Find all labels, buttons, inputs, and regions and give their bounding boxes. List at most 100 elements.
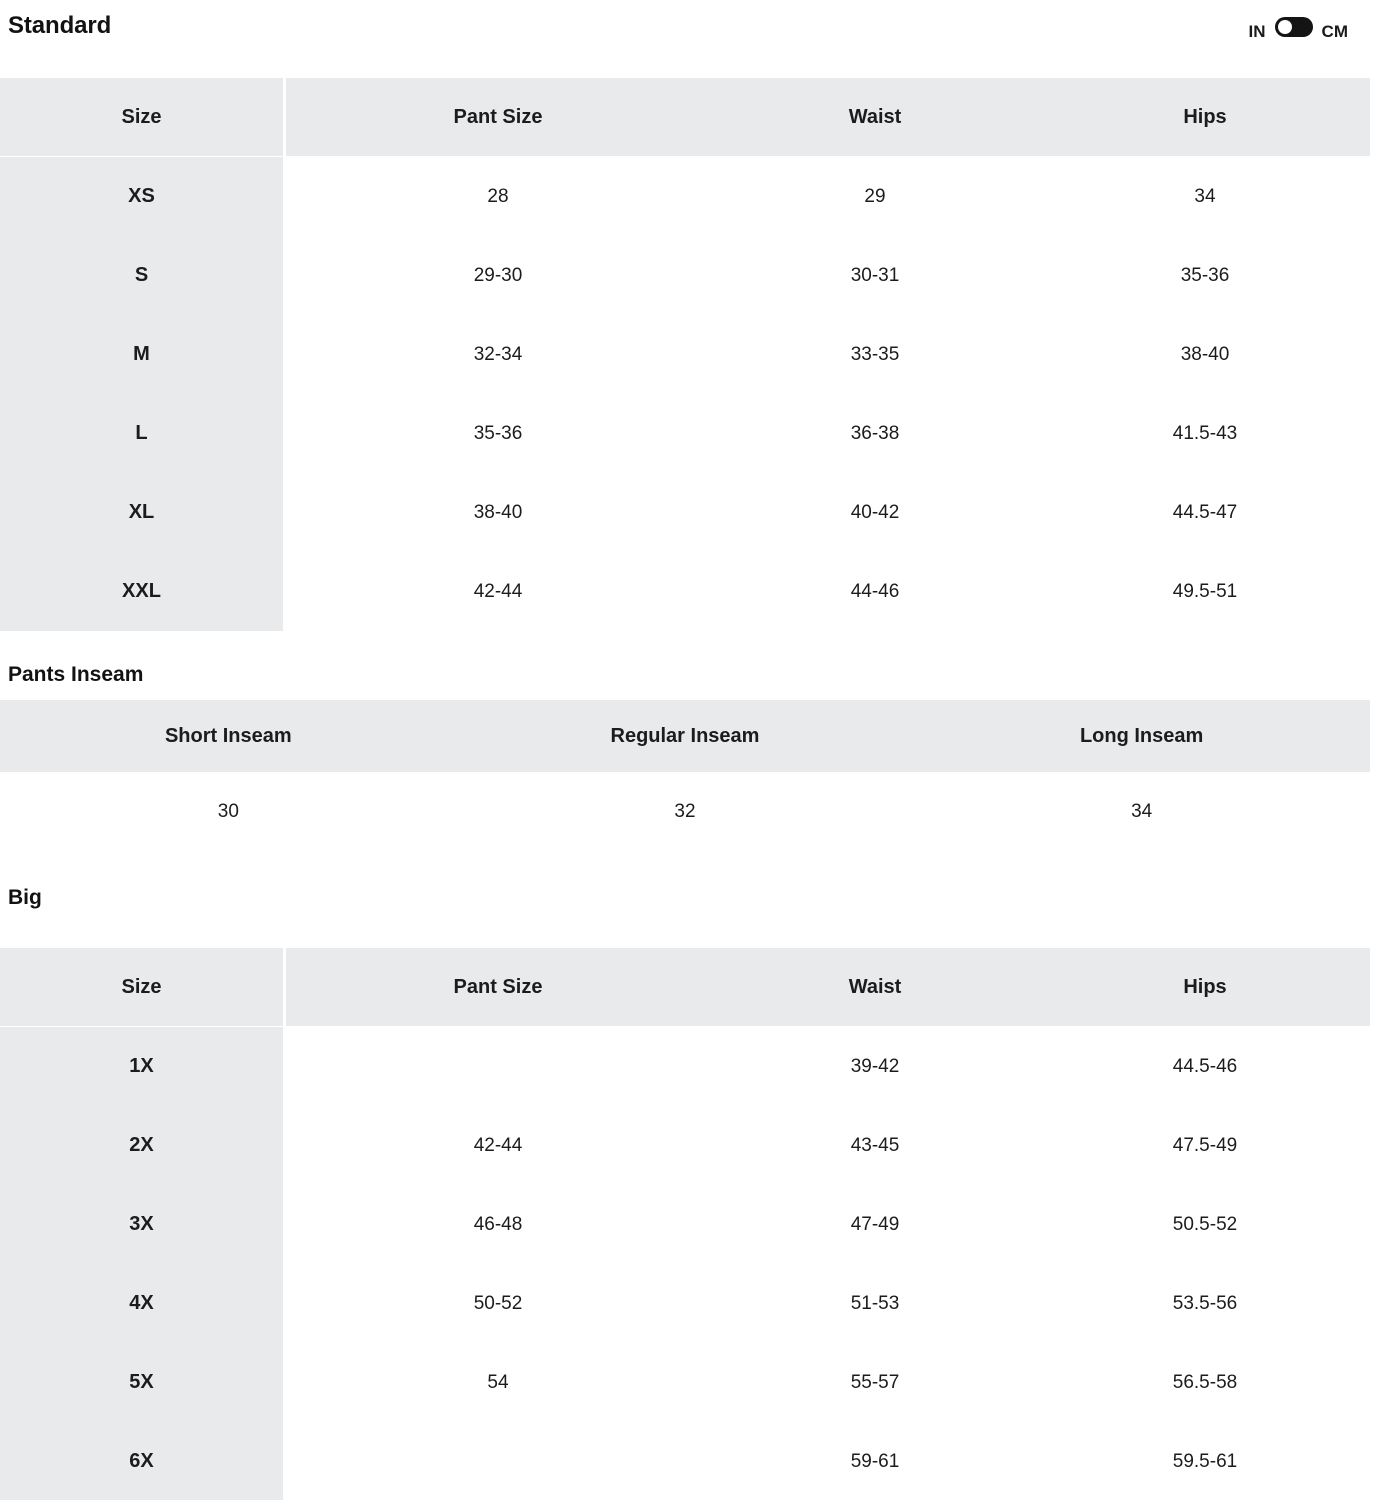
cell-long-inseam: 34 — [913, 773, 1370, 851]
cell-waist: 51-53 — [710, 1264, 1040, 1343]
cell-waist: 59-61 — [710, 1422, 1040, 1500]
cell-pant-size: 42-44 — [286, 552, 710, 631]
column-header-regular-inseam: Regular Inseam — [456, 700, 914, 772]
column-gutter — [283, 315, 286, 394]
cell-waist: 47-49 — [710, 1185, 1040, 1264]
column-gutter — [283, 1343, 286, 1422]
cell-size: XXL — [0, 552, 283, 631]
column-header-waist: Waist — [710, 948, 1040, 1026]
table-row: XL 38-40 40-42 44.5-47 — [0, 473, 1370, 552]
cell-size: M — [0, 315, 283, 394]
standard-size-table: Size Pant Size Waist Hips XS 28 29 34 S … — [0, 78, 1370, 631]
cell-pant-size: 42-44 — [286, 1106, 710, 1185]
cell-hips: 34 — [1040, 157, 1370, 236]
column-gutter — [283, 1027, 286, 1106]
column-gutter — [283, 236, 286, 315]
column-gutter — [283, 1422, 286, 1500]
column-header-pant-size: Pant Size — [286, 78, 710, 156]
column-header-hips: Hips — [1040, 948, 1370, 1026]
cell-size: S — [0, 236, 283, 315]
unit-toggle-switch[interactable] — [1274, 17, 1313, 37]
cell-hips: 47.5-49 — [1040, 1106, 1370, 1185]
column-header-pant-size: Pant Size — [286, 948, 710, 1026]
unit-toggle[interactable]: IN CM — [1249, 14, 1348, 40]
cell-pant-size: 38-40 — [286, 473, 710, 552]
cell-size: 5X — [0, 1343, 283, 1422]
unit-label-cm[interactable]: CM — [1321, 21, 1348, 41]
big-size-table: Size Pant Size Waist Hips 1X 39-42 44.5-… — [0, 948, 1370, 1500]
cell-hips: 41.5-43 — [1040, 394, 1370, 473]
cell-size: L — [0, 394, 283, 473]
column-gutter — [283, 1185, 286, 1264]
cell-hips: 50.5-52 — [1040, 1185, 1370, 1264]
cell-waist: 33-35 — [710, 315, 1040, 394]
cell-waist: 55-57 — [710, 1343, 1040, 1422]
cell-size: 4X — [0, 1264, 283, 1343]
cell-size: 3X — [0, 1185, 283, 1264]
cell-size: 2X — [0, 1106, 283, 1185]
column-gutter — [283, 473, 286, 552]
cell-waist: 36-38 — [710, 394, 1040, 473]
row-divider — [0, 772, 1370, 773]
cell-waist: 40-42 — [710, 473, 1040, 552]
page-title: Standard — [8, 12, 112, 39]
cell-waist: 39-42 — [710, 1027, 1040, 1106]
top-bar: Standard IN CM — [0, 0, 1382, 58]
cell-pant-size: 28 — [286, 157, 710, 236]
toggle-knob-icon — [1277, 20, 1292, 34]
cell-waist: 29 — [710, 157, 1040, 236]
cell-size: XS — [0, 157, 283, 236]
cell-pant-size: 35-36 — [286, 394, 710, 473]
cell-hips: 44.5-46 — [1040, 1027, 1370, 1106]
column-header-size: Size — [0, 948, 283, 1026]
column-gutter — [283, 394, 286, 473]
column-header-short-inseam: Short Inseam — [0, 700, 457, 772]
cell-hips: 56.5-58 — [1040, 1343, 1370, 1422]
column-header-size: Size — [0, 78, 283, 156]
cell-size: XL — [0, 473, 283, 552]
cell-short-inseam: 30 — [0, 773, 457, 851]
cell-waist: 30-31 — [710, 236, 1040, 315]
column-header-long-inseam: Long Inseam — [913, 700, 1370, 772]
column-header-waist: Waist — [710, 78, 1040, 156]
cell-pant-size: 32-34 — [286, 315, 710, 394]
cell-pant-size: 46-48 — [286, 1185, 710, 1264]
cell-hips: 44.5-47 — [1040, 473, 1370, 552]
cell-hips: 38-40 — [1040, 315, 1370, 394]
table-row: L 35-36 36-38 41.5-43 — [0, 394, 1370, 473]
cell-waist: 43-45 — [710, 1106, 1040, 1185]
column-gutter — [283, 157, 286, 236]
cell-hips: 53.5-56 — [1040, 1264, 1370, 1343]
row-divider — [0, 1026, 1370, 1027]
table-row: M 32-34 33-35 38-40 — [0, 315, 1370, 394]
table-row: 5X 54 55-57 56.5-58 — [0, 1343, 1370, 1422]
unit-label-in[interactable]: IN — [1248, 21, 1266, 41]
table-row: S 29-30 30-31 35-36 — [0, 236, 1370, 315]
cell-hips: 59.5-61 — [1040, 1422, 1370, 1500]
big-section-title: Big — [8, 886, 42, 909]
table-row: 4X 50-52 51-53 53.5-56 — [0, 1264, 1370, 1343]
column-gutter — [283, 552, 286, 631]
table-row: XXL 42-44 44-46 49.5-51 — [0, 552, 1370, 631]
cell-pant-size — [286, 1422, 710, 1500]
cell-pant-size: 54 — [286, 1343, 710, 1422]
table-row: XS 28 29 34 — [0, 157, 1370, 236]
cell-pant-size: 29-30 — [286, 236, 710, 315]
inseam-section-title: Pants Inseam — [8, 663, 144, 686]
column-header-hips: Hips — [1040, 78, 1370, 156]
column-gutter — [283, 1264, 286, 1343]
cell-hips: 49.5-51 — [1040, 552, 1370, 631]
column-gutter — [283, 948, 286, 1026]
column-gutter — [283, 78, 286, 156]
cell-waist: 44-46 — [710, 552, 1040, 631]
table-row: 3X 46-48 47-49 50.5-52 — [0, 1185, 1370, 1264]
cell-size: 1X — [0, 1027, 283, 1106]
table-row: 6X 59-61 59.5-61 — [0, 1422, 1370, 1500]
pants-inseam-table: Short Inseam Regular Inseam Long Inseam … — [0, 700, 1370, 851]
cell-regular-inseam: 32 — [456, 773, 914, 851]
cell-hips: 35-36 — [1040, 236, 1370, 315]
cell-size: 6X — [0, 1422, 283, 1500]
cell-pant-size: 50-52 — [286, 1264, 710, 1343]
cell-pant-size — [286, 1027, 710, 1106]
